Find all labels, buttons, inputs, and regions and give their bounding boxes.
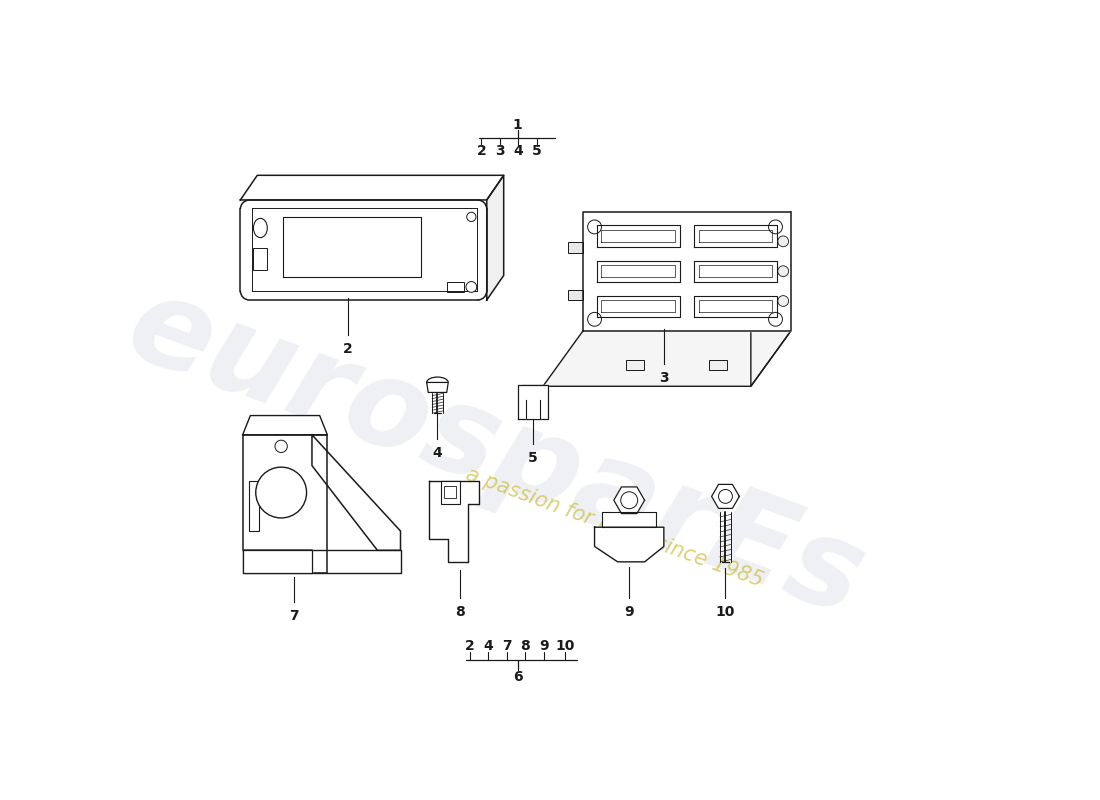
Circle shape xyxy=(778,266,789,277)
Polygon shape xyxy=(594,527,663,562)
Text: 5: 5 xyxy=(528,451,538,465)
Polygon shape xyxy=(243,550,312,574)
Polygon shape xyxy=(597,226,680,246)
Polygon shape xyxy=(597,296,680,317)
Polygon shape xyxy=(243,550,400,574)
Polygon shape xyxy=(543,331,791,386)
Text: 3: 3 xyxy=(659,371,669,385)
Text: 10: 10 xyxy=(716,605,735,619)
Bar xyxy=(249,481,258,531)
Circle shape xyxy=(778,236,789,246)
Bar xyxy=(253,249,266,270)
Polygon shape xyxy=(614,487,645,514)
Polygon shape xyxy=(597,261,680,282)
Text: 9: 9 xyxy=(625,605,634,619)
Circle shape xyxy=(255,467,307,518)
Text: 4: 4 xyxy=(514,145,524,158)
Polygon shape xyxy=(712,484,739,509)
Text: 7: 7 xyxy=(289,609,299,622)
Polygon shape xyxy=(694,226,777,246)
Circle shape xyxy=(466,212,476,222)
Polygon shape xyxy=(517,385,548,419)
Bar xyxy=(568,290,583,301)
Text: 8: 8 xyxy=(520,638,530,653)
Polygon shape xyxy=(526,400,540,419)
Text: 9: 9 xyxy=(539,638,549,653)
Text: 4: 4 xyxy=(483,638,493,653)
Text: 6: 6 xyxy=(513,670,522,683)
Ellipse shape xyxy=(253,218,267,238)
Bar xyxy=(440,481,460,504)
Circle shape xyxy=(275,440,287,453)
Polygon shape xyxy=(427,382,449,393)
Polygon shape xyxy=(312,435,400,550)
Circle shape xyxy=(778,296,789,306)
Text: 8: 8 xyxy=(455,605,464,619)
Text: 10: 10 xyxy=(556,638,575,653)
Polygon shape xyxy=(241,175,504,200)
Bar xyxy=(626,361,645,370)
Polygon shape xyxy=(243,415,328,435)
Text: 1: 1 xyxy=(513,118,522,132)
Bar xyxy=(444,486,456,498)
Circle shape xyxy=(769,220,782,234)
Polygon shape xyxy=(243,435,328,574)
Polygon shape xyxy=(751,211,791,386)
Bar xyxy=(568,242,583,253)
Polygon shape xyxy=(694,261,777,282)
Text: eurosparEs: eurosparEs xyxy=(112,266,879,641)
Text: 2: 2 xyxy=(465,638,475,653)
Text: a passion for parts since 1985: a passion for parts since 1985 xyxy=(463,464,766,590)
Circle shape xyxy=(466,282,476,292)
Text: 4: 4 xyxy=(432,446,442,459)
Circle shape xyxy=(769,312,782,326)
Polygon shape xyxy=(241,200,486,300)
Circle shape xyxy=(718,490,733,503)
Text: 2: 2 xyxy=(343,342,353,355)
Text: 2: 2 xyxy=(476,145,486,158)
Polygon shape xyxy=(429,481,480,562)
Text: 3: 3 xyxy=(495,145,505,158)
Text: 7: 7 xyxy=(502,638,512,653)
Polygon shape xyxy=(694,296,777,317)
Bar xyxy=(447,282,464,292)
Bar xyxy=(708,361,727,370)
Polygon shape xyxy=(603,512,656,527)
Polygon shape xyxy=(283,217,421,277)
Text: 5: 5 xyxy=(532,145,541,158)
Circle shape xyxy=(620,492,638,509)
Polygon shape xyxy=(583,211,791,331)
Circle shape xyxy=(587,312,602,326)
Polygon shape xyxy=(486,175,504,300)
Circle shape xyxy=(587,220,602,234)
